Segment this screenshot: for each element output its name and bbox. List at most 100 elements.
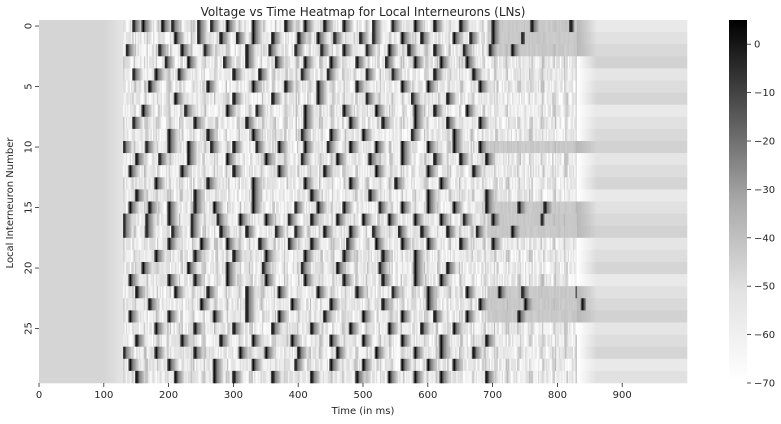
heatmap-cell <box>160 104 163 118</box>
heatmap-cell <box>312 104 315 118</box>
heatmap-cell <box>432 116 435 130</box>
heatmap-cell <box>118 128 120 142</box>
heatmap-cell <box>185 56 188 69</box>
heatmap-cell <box>239 153 242 166</box>
heatmap-cell <box>328 128 330 142</box>
heatmap-cell <box>374 56 377 69</box>
heatmap-cell <box>163 32 166 45</box>
heatmap-cell <box>439 44 442 57</box>
heatmap-cell <box>386 44 388 57</box>
heatmap-cell <box>232 20 234 33</box>
heatmap-cell <box>223 104 225 118</box>
heatmap-cell <box>475 153 478 166</box>
heatmap-cell <box>338 165 340 178</box>
heatmap-cell <box>514 44 517 57</box>
heatmap-cell <box>541 153 544 166</box>
heatmap-cell <box>361 20 364 33</box>
heatmap-cell <box>469 68 471 81</box>
heatmap-cell <box>369 44 372 57</box>
heatmap-cell <box>131 177 133 190</box>
heatmap-cell <box>309 80 312 93</box>
heatmap-cell <box>278 104 281 118</box>
heatmap-cell <box>261 141 264 154</box>
heatmap-cell <box>171 177 173 190</box>
heatmap-cell <box>453 20 456 33</box>
heatmap-cell <box>422 141 425 154</box>
heatmap-cell <box>387 153 390 166</box>
heatmap-cell <box>202 177 204 190</box>
heatmap-cell <box>326 104 329 118</box>
heatmap-cell <box>177 104 180 118</box>
heatmap-cell <box>592 44 594 57</box>
heatmap-cell <box>108 104 111 118</box>
heatmap-cell <box>263 80 265 93</box>
heatmap-cell <box>304 20 307 33</box>
heatmap-cell <box>230 165 233 178</box>
heatmap-cell <box>547 165 549 178</box>
heatmap-cell <box>479 104 482 118</box>
heatmap-cell <box>145 32 147 45</box>
heatmap-cell <box>513 141 515 154</box>
heatmap-cell <box>258 141 260 154</box>
heatmap-cell <box>328 32 330 45</box>
heatmap-cell <box>248 153 251 166</box>
heatmap-cell <box>554 32 557 45</box>
heatmap-cell <box>537 165 540 178</box>
heatmap-cell <box>178 153 181 166</box>
heatmap-cell <box>350 80 352 93</box>
heatmap-cell <box>259 20 261 33</box>
heatmap-cell <box>382 32 385 45</box>
heatmap-cell <box>566 44 569 57</box>
heatmap-cell <box>211 165 213 178</box>
heatmap-cell <box>528 56 531 69</box>
heatmap-cell <box>233 153 235 166</box>
heatmap-cell <box>578 92 580 105</box>
heatmap-cell <box>330 20 333 33</box>
heatmap-cell <box>449 20 452 33</box>
heatmap-cell <box>289 92 291 105</box>
heatmap-cell <box>574 128 576 142</box>
heatmap-cell <box>502 32 505 45</box>
heatmap-cell <box>570 20 572 33</box>
heatmap-cell <box>534 153 536 166</box>
heatmap-cell <box>537 141 540 154</box>
heatmap-cell <box>394 80 396 93</box>
heatmap-cell <box>150 141 153 154</box>
heatmap-cell <box>281 116 283 130</box>
heatmap-cell <box>496 104 499 118</box>
heatmap-cell <box>119 92 121 105</box>
heatmap-cell <box>528 104 531 118</box>
heatmap-cell <box>267 32 269 45</box>
heatmap-cell <box>355 32 357 45</box>
heatmap-cell <box>521 116 523 130</box>
heatmap-cell <box>508 153 510 166</box>
heatmap-cell <box>217 68 220 81</box>
heatmap-cell <box>256 68 259 81</box>
heatmap-cell <box>228 80 230 93</box>
heatmap-cell <box>208 177 211 190</box>
heatmap-cell <box>178 20 181 33</box>
heatmap-cell <box>506 128 509 142</box>
heatmap-cell <box>445 68 448 81</box>
heatmap-cell <box>521 165 523 178</box>
heatmap-cell <box>347 104 350 118</box>
heatmap-cell <box>400 153 403 166</box>
heatmap-cell <box>146 56 149 69</box>
heatmap-cell <box>505 44 509 57</box>
heatmap-cell <box>318 56 321 69</box>
heatmap-cell <box>356 141 359 154</box>
heatmap-cell <box>261 116 264 130</box>
heatmap-cell <box>403 20 405 33</box>
heatmap-cell <box>506 80 509 93</box>
heatmap-cell <box>245 128 248 142</box>
heatmap-cell <box>425 92 427 105</box>
heatmap-cell <box>269 20 272 33</box>
heatmap-cell <box>391 56 394 69</box>
heatmap-cell <box>329 128 331 142</box>
heatmap-cell <box>497 104 500 118</box>
heatmap-cell <box>407 68 409 81</box>
heatmap-cell <box>352 68 355 81</box>
heatmap-cell <box>449 165 452 178</box>
heatmap-cell <box>383 92 386 105</box>
